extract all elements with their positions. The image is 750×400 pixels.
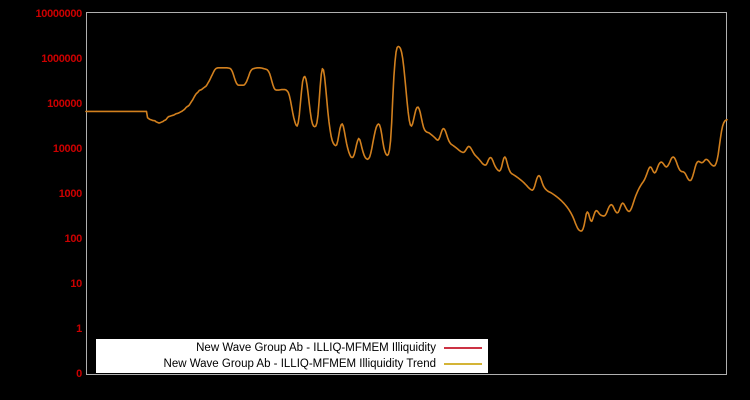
legend-swatch-illiquidity-trend <box>444 363 482 365</box>
legend-entry-illiquidity-trend: New Wave Group Ab - ILLIQ-MFMEM Illiquid… <box>96 356 488 372</box>
y-tick-label: 1000000 <box>41 53 82 65</box>
y-tick-label: 10 <box>70 278 82 290</box>
legend-label-illiquidity-trend: New Wave Group Ab - ILLIQ-MFMEM Illiquid… <box>163 357 436 370</box>
plot-area <box>86 12 727 375</box>
legend-entry-illiquidity: New Wave Group Ab - ILLIQ-MFMEM Illiquid… <box>96 340 488 356</box>
y-tick-label: 10000000 <box>35 8 82 20</box>
y-tick-label: 0 <box>76 368 82 380</box>
y-tick-label: 10000 <box>52 143 82 155</box>
y-tick-label: 1 <box>76 323 82 335</box>
legend-label-illiquidity: New Wave Group Ab - ILLIQ-MFMEM Illiquid… <box>196 341 436 354</box>
y-tick-label: 1000 <box>58 188 83 200</box>
y-tick-label: 100 <box>64 233 83 245</box>
legend-swatch-illiquidity <box>444 347 482 349</box>
legend: New Wave Group Ab - ILLIQ-MFMEM Illiquid… <box>96 339 488 373</box>
y-axis: 10000000 1000000 100000 10000 1000 100 10 1 0 <box>0 0 82 400</box>
y-tick-label: 100000 <box>47 98 82 110</box>
